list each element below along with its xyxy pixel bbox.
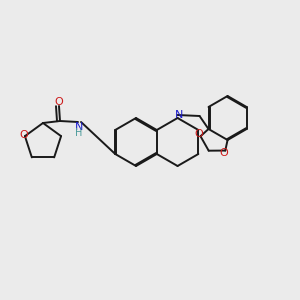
Text: N: N: [174, 110, 183, 120]
Text: H: H: [75, 128, 83, 138]
Text: O: O: [194, 129, 203, 139]
Text: O: O: [20, 130, 28, 140]
Text: O: O: [55, 97, 63, 107]
Text: O: O: [219, 148, 228, 158]
Text: N: N: [75, 122, 83, 132]
